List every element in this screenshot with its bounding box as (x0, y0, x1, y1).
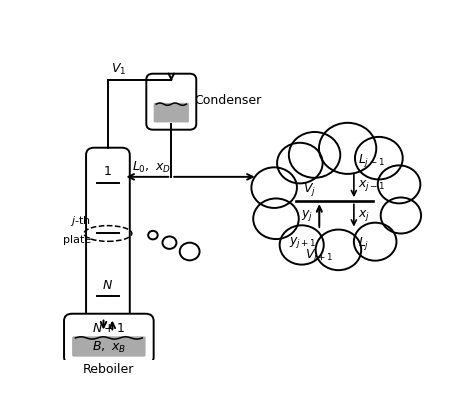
Text: $L_j$: $L_j$ (357, 235, 369, 252)
FancyBboxPatch shape (146, 74, 196, 130)
FancyBboxPatch shape (72, 336, 146, 357)
FancyBboxPatch shape (64, 314, 154, 364)
Text: $y_{j+1}$: $y_{j+1}$ (289, 235, 317, 250)
Circle shape (253, 198, 299, 239)
Text: $V_1$: $V_1$ (111, 62, 126, 77)
Circle shape (355, 137, 403, 179)
Circle shape (381, 198, 421, 234)
Circle shape (277, 143, 323, 183)
Circle shape (289, 132, 340, 178)
Circle shape (294, 166, 375, 238)
Text: $L_0,\ x_D$: $L_0,\ x_D$ (132, 160, 171, 175)
Text: $N+1$: $N+1$ (92, 322, 126, 335)
FancyBboxPatch shape (86, 148, 130, 332)
Text: $V_j$: $V_j$ (303, 181, 317, 198)
Text: Condenser: Condenser (194, 94, 261, 107)
Text: $V_{j+1}$: $V_{j+1}$ (305, 247, 334, 264)
Text: $x_{j-1}$: $x_{j-1}$ (357, 177, 385, 193)
Text: Reboiler: Reboiler (83, 363, 135, 376)
Text: 1: 1 (104, 166, 112, 179)
Text: plate: plate (63, 235, 91, 245)
Circle shape (378, 165, 420, 203)
Text: $B,\ x_B$: $B,\ x_B$ (92, 340, 126, 356)
Circle shape (280, 225, 324, 265)
Text: $L_{j-1}$: $L_{j-1}$ (357, 152, 384, 168)
Circle shape (251, 167, 297, 208)
Circle shape (319, 123, 376, 174)
Text: $y_j$: $y_j$ (301, 208, 313, 223)
Text: $\mathrm{d}D/\mathrm{d}t$: $\mathrm{d}D/\mathrm{d}t$ (261, 169, 298, 184)
FancyBboxPatch shape (154, 103, 189, 122)
Circle shape (316, 229, 361, 270)
Text: $N$: $N$ (102, 280, 113, 292)
Text: $j$-th: $j$-th (70, 214, 91, 228)
Circle shape (354, 223, 396, 261)
Text: $x_j$: $x_j$ (357, 208, 370, 223)
